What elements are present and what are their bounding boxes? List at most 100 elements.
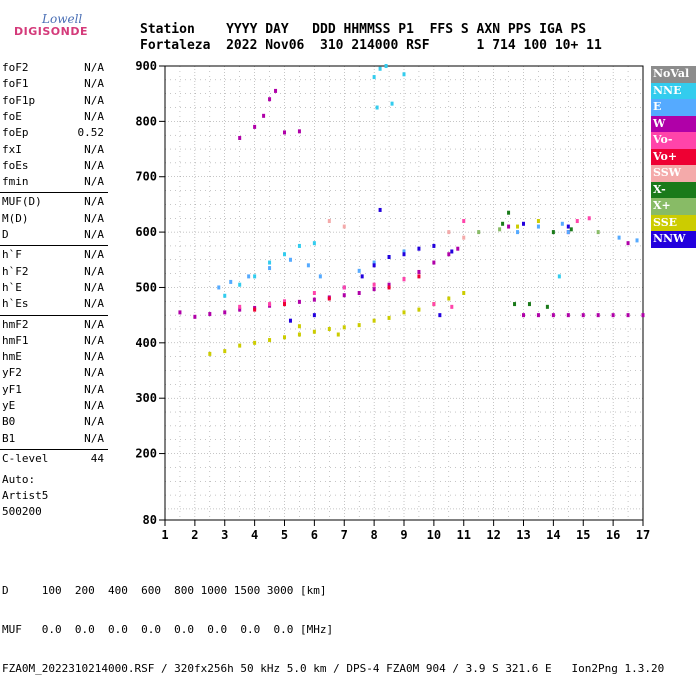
param-value: N/A <box>84 333 104 347</box>
ionogram-chart: 1 2 3 4 5 6 7 8 9 10 11 12 13 14 15 16 17802003004005006… <box>135 59 650 542</box>
data-point-sse <box>312 329 316 334</box>
data-point-nne <box>268 260 272 265</box>
param-value: N/A <box>84 93 104 107</box>
data-point-nnw <box>402 252 406 257</box>
data-point-vo <box>312 291 316 295</box>
x-tick-label: 4 <box>251 528 258 542</box>
param-row: foF2 N/A <box>0 60 108 76</box>
data-point-w <box>596 313 600 318</box>
data-point-e <box>635 238 639 243</box>
data-point-e <box>617 235 621 240</box>
y-tick-label: 600 <box>135 225 157 239</box>
legend-item-e: E <box>651 99 696 116</box>
legend-item-sse: SSE <box>651 214 696 231</box>
param-row: foE N/A <box>0 109 108 125</box>
data-point-w <box>208 312 212 317</box>
param-name: M(D) <box>2 211 29 225</box>
data-point-w <box>626 313 630 318</box>
param-name: MUF(D) <box>2 195 42 209</box>
data-point-e <box>402 249 406 254</box>
data-point-w <box>432 260 436 265</box>
x-tick-label: 2 <box>191 528 198 542</box>
param-name: h`Es <box>2 297 29 311</box>
x-tick-label: 12 <box>486 528 500 542</box>
footer-distance-row: D 100 200 400 600 800 1000 1500 3000 [km… <box>2 584 327 597</box>
data-point-w <box>342 293 346 298</box>
data-point-ssw <box>447 230 451 235</box>
param-name: hmF2 <box>2 317 29 331</box>
param-name: yF1 <box>2 382 22 396</box>
data-point-vo <box>342 285 346 290</box>
param-row: h`F2 N/A <box>0 264 108 280</box>
y-tick-label: 80 <box>143 513 157 527</box>
param-value: N/A <box>84 195 104 209</box>
data-point-e <box>372 260 376 265</box>
param-value: N/A <box>84 382 104 396</box>
param-name: fmin <box>2 175 29 189</box>
param-name: hmE <box>2 350 22 364</box>
data-point-vo <box>387 285 391 290</box>
header-values: Fortaleza 2022 Nov06 310 214000 RSF 1 71… <box>140 38 602 53</box>
data-point-vo <box>450 304 454 309</box>
x-tick-label: 16 <box>606 528 620 542</box>
data-point-w <box>312 297 316 302</box>
y-tick-label: 300 <box>135 391 157 405</box>
data-point-nne <box>283 252 286 257</box>
data-point-vo <box>587 216 591 221</box>
legend-item-nne: NNE <box>651 82 696 99</box>
param-value: N/A <box>84 248 104 262</box>
x-tick-label: 15 <box>576 528 590 542</box>
data-point-x <box>498 227 502 232</box>
data-point-sse <box>223 349 227 354</box>
x-tick-label: 5 <box>281 528 288 542</box>
data-point-e <box>288 257 292 262</box>
data-point-sse <box>283 335 286 340</box>
data-point-x <box>545 304 549 309</box>
autoscaling-info: 500200 <box>2 505 42 519</box>
param-row: yE N/A <box>0 398 108 414</box>
param-name: D <box>2 228 9 241</box>
data-point-x <box>507 210 511 215</box>
autoscaling-info: Auto: <box>2 473 36 487</box>
data-point-sse <box>297 324 301 329</box>
data-point-w <box>456 246 460 251</box>
data-point-sse <box>268 338 272 343</box>
data-point-w <box>417 269 421 274</box>
param-row: foEp 0.52 <box>0 125 108 141</box>
data-point-w <box>262 113 266 118</box>
param-separator <box>0 192 108 194</box>
data-point-w <box>522 313 525 318</box>
param-row: hmF2 N/A <box>0 317 108 333</box>
data-point-nne <box>297 243 301 248</box>
data-point-nnw <box>288 318 292 323</box>
param-value: N/A <box>84 350 104 364</box>
data-point-nne <box>375 105 379 110</box>
data-point-vo <box>268 302 272 307</box>
param-value: N/A <box>84 415 104 429</box>
param-separator <box>0 448 108 450</box>
data-point-w <box>223 310 227 315</box>
data-point-vo <box>253 307 257 312</box>
legend-item-ssw: SSW <box>651 165 696 182</box>
legend-item-noval: NoVal <box>651 66 696 83</box>
data-point-nne <box>372 75 376 80</box>
data-point-e <box>536 224 540 229</box>
x-tick-label: 13 <box>516 528 530 542</box>
param-row: B0 N/A <box>0 414 108 430</box>
param-row: M(D) N/A <box>0 211 108 227</box>
param-value: N/A <box>84 431 104 445</box>
param-value: N/A <box>84 399 104 412</box>
param-row: hmE N/A <box>0 349 108 365</box>
data-point-w <box>387 282 391 287</box>
data-point-x <box>596 230 600 235</box>
data-point-nne <box>312 241 316 246</box>
data-point-nne <box>557 274 561 279</box>
data-point-vo <box>238 304 242 309</box>
param-name: h`E <box>2 280 22 294</box>
data-point-w <box>536 313 540 318</box>
data-point-x <box>569 227 573 232</box>
param-name: h`F2 <box>2 264 29 278</box>
param-row: C-level 44 <box>0 451 108 467</box>
legend: NoVal NNE E W Vo- Vo+ SSW X- X+ SSE NNW <box>651 66 696 248</box>
param-row: foF1 N/A <box>0 76 108 92</box>
